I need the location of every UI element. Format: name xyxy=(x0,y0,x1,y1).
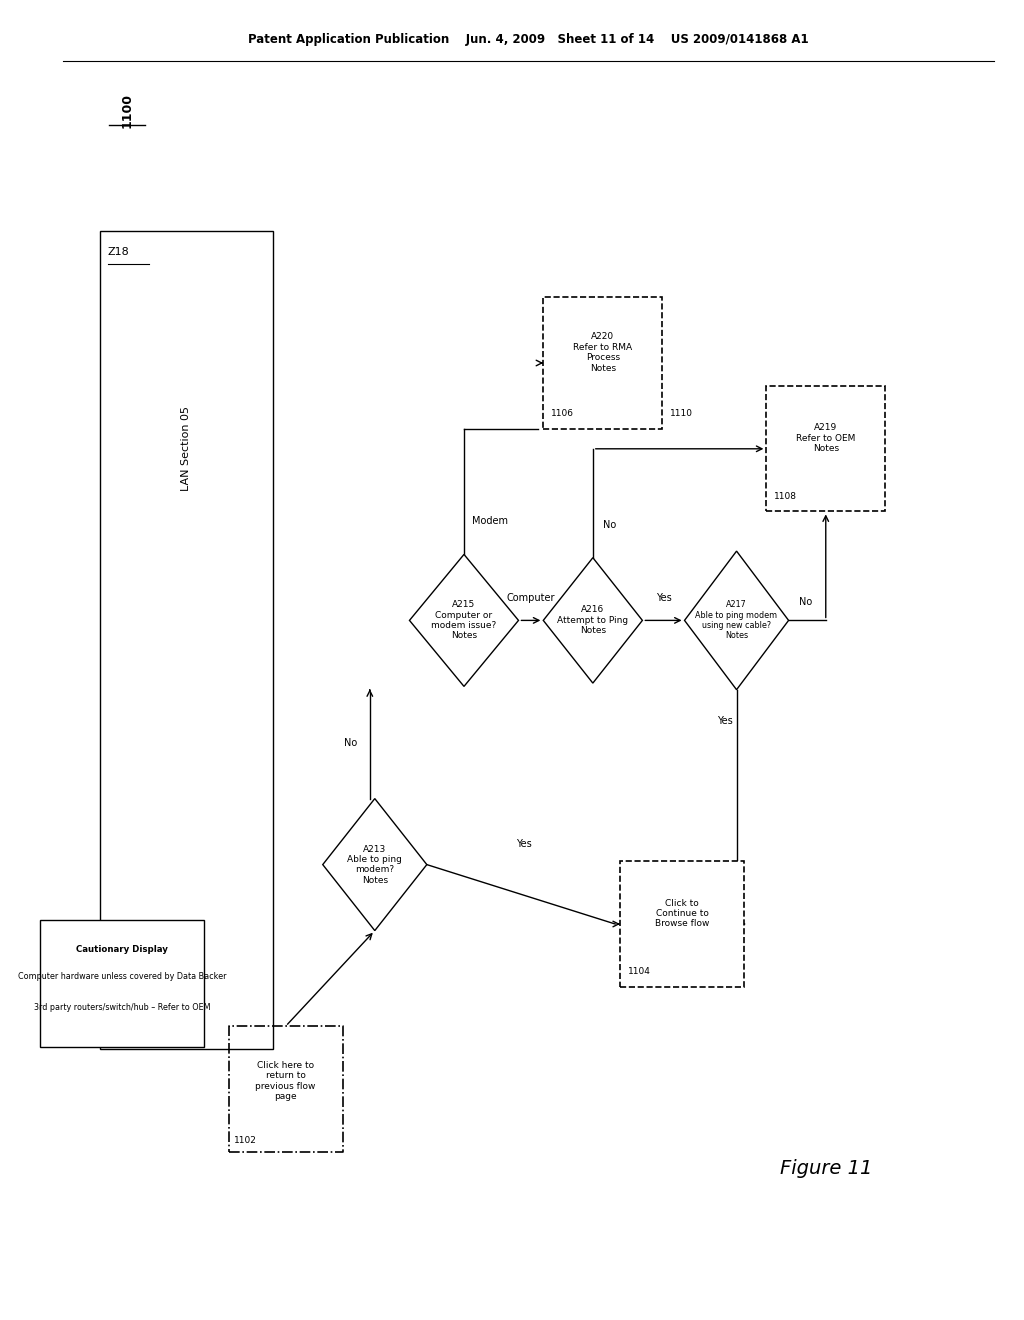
FancyBboxPatch shape xyxy=(40,920,205,1047)
Text: Patent Application Publication    Jun. 4, 2009   Sheet 11 of 14    US 2009/01418: Patent Application Publication Jun. 4, 2… xyxy=(248,33,809,46)
Text: Click to
Continue to
Browse flow: Click to Continue to Browse flow xyxy=(655,899,710,928)
Text: Z18: Z18 xyxy=(108,247,129,257)
FancyBboxPatch shape xyxy=(544,297,663,429)
Text: 1108: 1108 xyxy=(774,492,798,500)
Text: 3rd party routers/switch/hub – Refer to OEM: 3rd party routers/switch/hub – Refer to … xyxy=(34,1003,210,1011)
FancyBboxPatch shape xyxy=(766,385,885,511)
Text: Click here to
return to
previous flow
page: Click here to return to previous flow pa… xyxy=(255,1061,315,1101)
Text: 1106: 1106 xyxy=(551,409,574,418)
Polygon shape xyxy=(544,557,642,682)
Text: A220
Refer to RMA
Process
Notes: A220 Refer to RMA Process Notes xyxy=(573,333,632,372)
Polygon shape xyxy=(323,799,427,931)
Text: 1110: 1110 xyxy=(670,409,693,418)
Text: Figure 11: Figure 11 xyxy=(779,1159,872,1177)
Text: 1102: 1102 xyxy=(233,1137,256,1144)
Text: Computer hardware unless covered by Data Backer: Computer hardware unless covered by Data… xyxy=(17,973,226,981)
Text: Cautionary Display: Cautionary Display xyxy=(76,945,168,953)
Text: No: No xyxy=(344,738,357,747)
Text: 1100: 1100 xyxy=(121,94,133,128)
Text: Yes: Yes xyxy=(717,715,732,726)
Text: A216
Attempt to Ping
Notes: A216 Attempt to Ping Notes xyxy=(557,606,629,635)
Text: 1104: 1104 xyxy=(628,968,651,977)
Text: LAN Section 05: LAN Section 05 xyxy=(181,407,191,491)
Text: Yes: Yes xyxy=(655,593,672,603)
Text: Computer: Computer xyxy=(507,593,555,603)
FancyBboxPatch shape xyxy=(621,861,744,987)
Text: Modem: Modem xyxy=(472,516,508,527)
Polygon shape xyxy=(684,552,788,689)
Text: No: No xyxy=(603,520,616,529)
Text: A219
Refer to OEM
Notes: A219 Refer to OEM Notes xyxy=(796,424,855,453)
Text: A213
Able to ping
modem?
Notes: A213 Able to ping modem? Notes xyxy=(347,845,402,884)
Text: No: No xyxy=(799,597,812,607)
Text: A217
Able to ping modem
using new cable?
Notes: A217 Able to ping modem using new cable?… xyxy=(695,601,777,640)
Text: Yes: Yes xyxy=(515,838,531,849)
Polygon shape xyxy=(410,554,518,686)
Text: A215
Computer or
modem issue?
Notes: A215 Computer or modem issue? Notes xyxy=(431,601,497,640)
